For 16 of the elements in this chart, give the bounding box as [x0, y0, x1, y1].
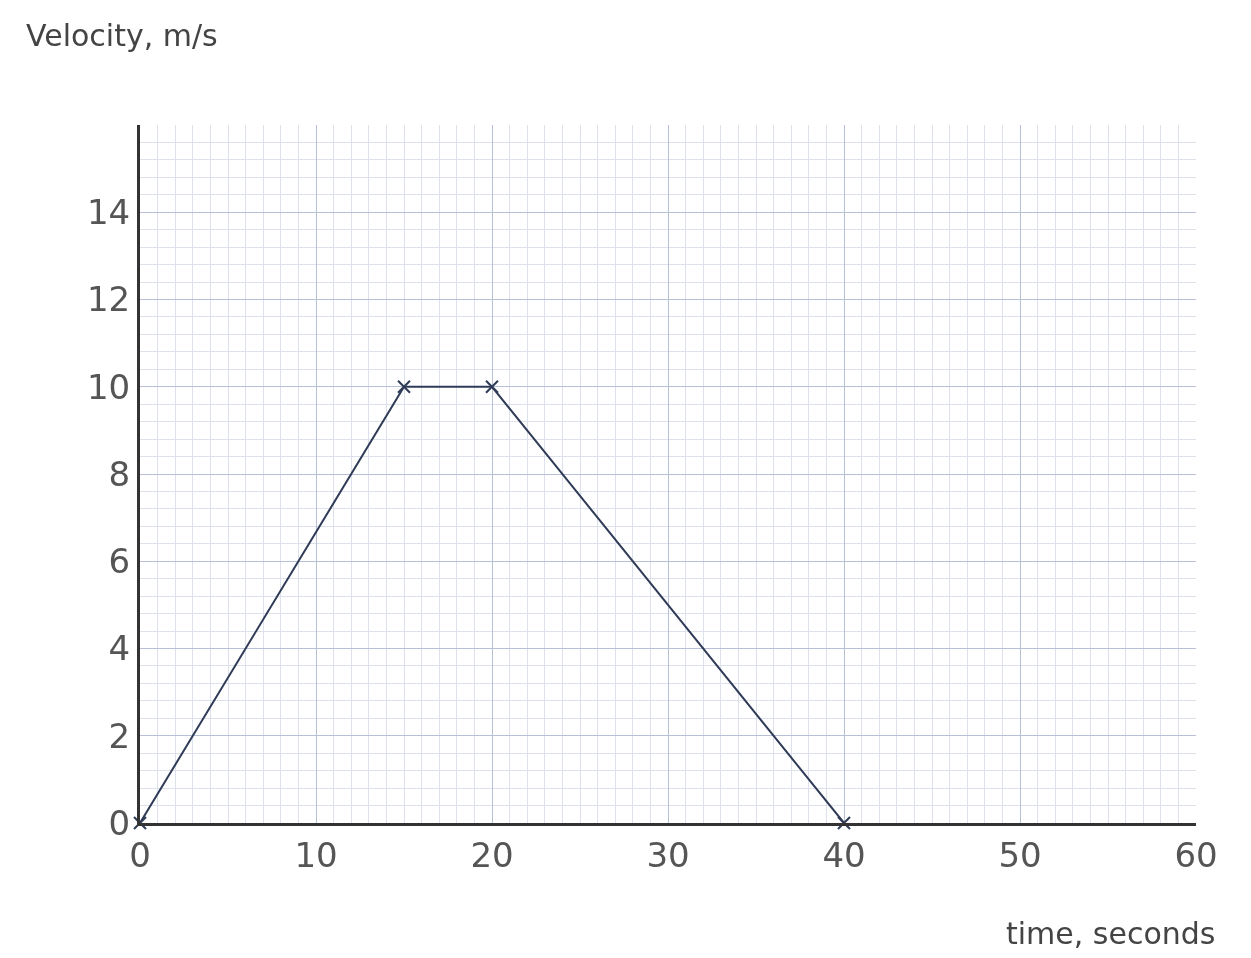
y-tick-label: 14 [86, 192, 131, 233]
x-tick-label: 40 [822, 834, 866, 875]
y-tick-label: 2 [108, 715, 131, 756]
y-tick-label: 0 [108, 802, 131, 843]
x-axis-title: time, seconds [1006, 916, 1216, 951]
y-tick-label: 10 [86, 366, 131, 407]
x-tick-label: 30 [646, 834, 690, 875]
y-axis-title: Velocity, m/s [26, 18, 218, 53]
y-tick-label: 8 [108, 453, 131, 494]
y-tick-label: 4 [108, 628, 131, 669]
x-tick-label: 20 [470, 834, 514, 875]
x-tick-label: 50 [998, 834, 1042, 875]
x-tick-label: 60 [1174, 834, 1218, 875]
y-tick-label: 6 [108, 541, 131, 582]
x-tick-label: 10 [294, 834, 338, 875]
y-tick-label: 12 [86, 279, 131, 320]
